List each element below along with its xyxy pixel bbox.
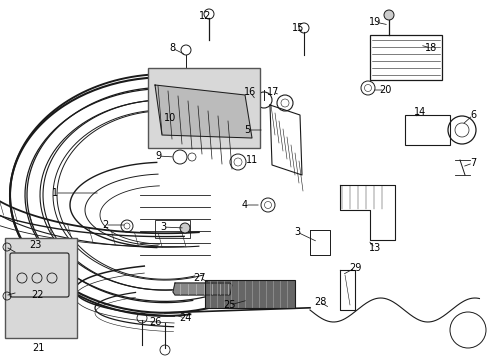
Bar <box>404 115 449 145</box>
Text: 3: 3 <box>160 222 166 232</box>
Text: 11: 11 <box>245 155 258 165</box>
Text: 6: 6 <box>469 110 475 120</box>
Text: 9: 9 <box>155 151 161 161</box>
Text: 21: 21 <box>32 343 44 353</box>
Text: 15: 15 <box>291 23 304 33</box>
Text: 22: 22 <box>32 290 44 300</box>
Polygon shape <box>173 283 231 295</box>
Text: 20: 20 <box>378 85 390 95</box>
Text: 16: 16 <box>244 87 256 97</box>
Text: 4: 4 <box>242 200 247 210</box>
Text: 27: 27 <box>193 273 206 283</box>
Text: 19: 19 <box>368 17 380 27</box>
Circle shape <box>180 223 190 233</box>
FancyBboxPatch shape <box>5 238 77 338</box>
Text: 5: 5 <box>244 125 250 135</box>
Text: 3: 3 <box>293 227 300 237</box>
Text: 2: 2 <box>102 220 108 230</box>
Text: 26: 26 <box>148 317 161 327</box>
Text: 10: 10 <box>163 113 176 123</box>
FancyBboxPatch shape <box>204 280 294 308</box>
Text: 14: 14 <box>413 107 425 117</box>
Text: 7: 7 <box>469 158 475 168</box>
Text: 1: 1 <box>52 188 58 198</box>
Text: 18: 18 <box>424 43 436 53</box>
Polygon shape <box>155 85 251 138</box>
Text: 24: 24 <box>179 313 191 323</box>
Circle shape <box>383 10 393 20</box>
Text: 23: 23 <box>29 240 41 250</box>
Text: 8: 8 <box>168 43 175 53</box>
Text: 13: 13 <box>368 243 380 253</box>
Text: 29: 29 <box>348 263 361 273</box>
Text: 12: 12 <box>199 11 211 21</box>
Text: 25: 25 <box>224 300 236 310</box>
FancyBboxPatch shape <box>148 68 260 148</box>
Text: 28: 28 <box>313 297 325 307</box>
Text: 17: 17 <box>266 87 279 97</box>
Bar <box>369 35 441 80</box>
